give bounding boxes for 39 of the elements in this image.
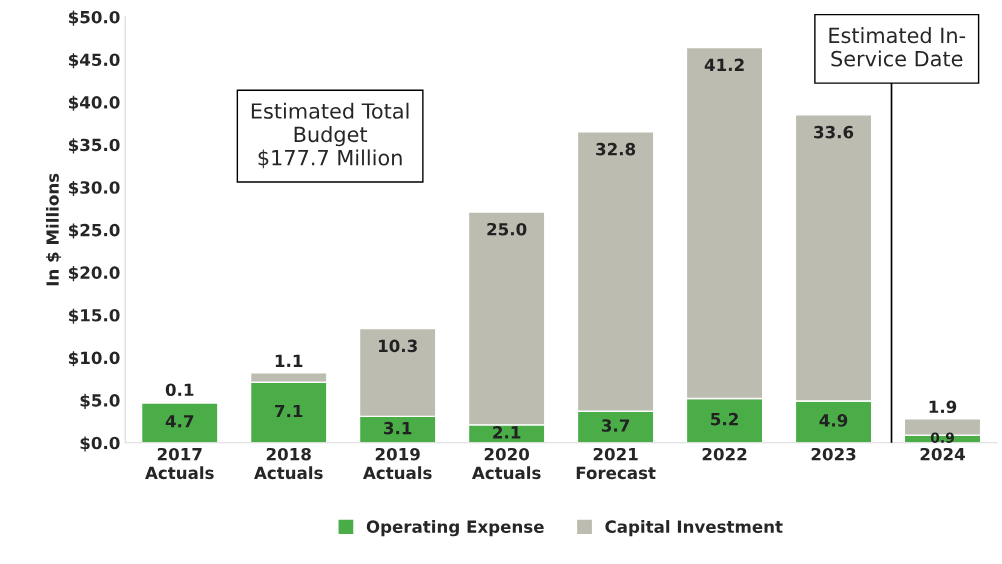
y-axis-title: In $ Millions bbox=[45, 173, 62, 286]
data-label: 2.1 bbox=[493, 426, 521, 439]
x-tick-label: 2019 Actuals bbox=[363, 447, 432, 480]
data-label: 25.0 bbox=[487, 222, 527, 236]
y-tick-label: $25.0 bbox=[68, 223, 120, 239]
data-label: 32.8 bbox=[596, 142, 636, 156]
data-label: 5.2 bbox=[711, 412, 738, 426]
x-tick-label: 2024 bbox=[920, 447, 965, 461]
x-tick-label: 2020 Actuals bbox=[471, 447, 541, 480]
data-label: 33.6 bbox=[814, 125, 854, 139]
x-tick-label: 2017 Actuals bbox=[145, 447, 214, 480]
x-tick-label: 2021 Forecast bbox=[576, 447, 656, 480]
y-tick-label: $35.0 bbox=[68, 138, 120, 154]
x-tick-label: 2022 bbox=[702, 447, 747, 461]
legend-label: Operating Expense bbox=[366, 520, 544, 537]
annotation: Estimated Total Budget $177.7 Million bbox=[251, 102, 409, 169]
y-tick-label: $45.0 bbox=[68, 53, 120, 69]
data-label: 1.9 bbox=[929, 400, 957, 414]
x-tick-label: 2023 bbox=[811, 447, 856, 461]
y-tick-label: $0.0 bbox=[80, 436, 120, 452]
data-label: 3.1 bbox=[384, 421, 412, 435]
y-tick-label: $20.0 bbox=[68, 266, 120, 282]
y-tick-label: $10.0 bbox=[68, 351, 120, 367]
annotation: Estimated In- Service Date bbox=[829, 27, 966, 67]
data-label: 4.9 bbox=[819, 414, 848, 427]
y-tick-label: $5.0 bbox=[80, 393, 120, 409]
data-label: 7.1 bbox=[275, 404, 303, 418]
legend-label: Capital Investment bbox=[605, 520, 783, 537]
y-tick-label: $40.0 bbox=[68, 95, 120, 111]
data-label: 0.1 bbox=[165, 383, 194, 397]
x-tick-label: 2018 Actuals bbox=[254, 447, 323, 480]
data-label: 1.1 bbox=[275, 354, 303, 367]
y-tick-label: $50.0 bbox=[68, 10, 120, 26]
y-tick-label: $15.0 bbox=[68, 308, 120, 324]
data-label: 41.2 bbox=[704, 58, 744, 71]
data-label: 4.7 bbox=[165, 415, 194, 428]
y-tick-label: $30.0 bbox=[68, 180, 120, 197]
data-label: 3.7 bbox=[601, 419, 630, 432]
data-label: 10.3 bbox=[378, 339, 417, 353]
